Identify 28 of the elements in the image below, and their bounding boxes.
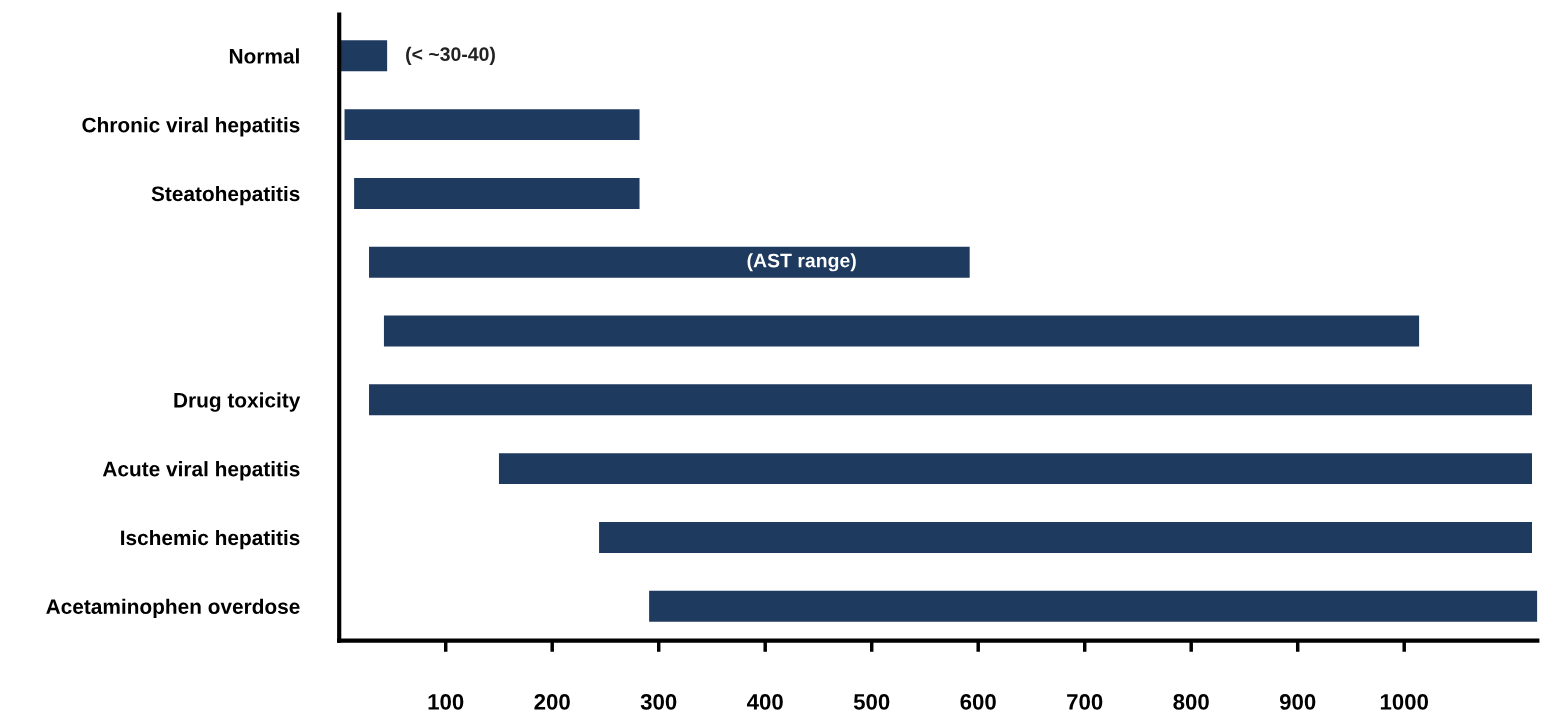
x-tick-label: 500 <box>853 694 890 710</box>
bar <box>599 521 1532 553</box>
annotation: (AST range) <box>747 253 856 272</box>
y-tick-label: Ischemic hepatitis <box>121 529 300 550</box>
bar <box>369 384 1532 416</box>
y-tick-label: Steatohepatitis <box>151 185 300 206</box>
x-tick-label: 100 <box>428 694 464 710</box>
x-tick-label: 800 <box>1173 694 1209 710</box>
x-tick-label: 300 <box>640 694 677 710</box>
bar <box>383 315 1420 347</box>
y-tick-label: Normal <box>229 48 299 64</box>
x-tick-label: 600 <box>960 694 996 710</box>
y-tick-label: Acute viral hepatitis <box>102 461 300 481</box>
bar <box>498 453 1532 485</box>
bar <box>369 246 970 278</box>
y-tick-label: Acetaminophen overdose <box>46 598 300 619</box>
bar <box>344 109 640 141</box>
x-tick-label: 700 <box>1067 694 1103 710</box>
annotation: (< ~30-40) <box>406 46 495 65</box>
bar <box>339 40 388 72</box>
x-tick-label: 900 <box>1279 694 1316 710</box>
y-tick-label: Drug toxicity <box>174 392 301 412</box>
bar <box>354 177 640 209</box>
x-tick-label: 400 <box>747 694 783 710</box>
y-tick-label: Chronic viral hepatitis <box>82 117 300 137</box>
bar <box>649 590 1538 622</box>
x-tick-label: 200 <box>534 694 570 710</box>
x-tick-label: 1000 <box>1380 694 1429 710</box>
